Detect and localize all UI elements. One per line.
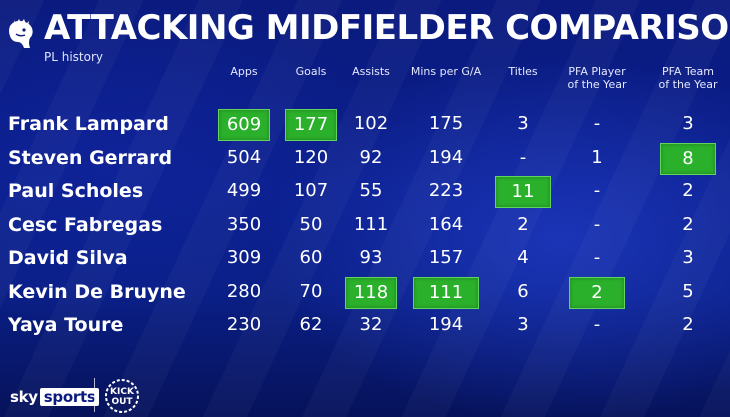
stat-cell: 230 xyxy=(226,314,262,335)
sky-sports-logo: sky sports xyxy=(10,388,100,406)
stat-cell: 2 xyxy=(682,213,694,235)
stat-cell: 499 xyxy=(226,180,262,201)
stat-cell: - xyxy=(593,247,601,268)
logo-text-top: KICK xyxy=(110,387,135,397)
column-header-4: Mins per G/A xyxy=(410,65,482,78)
stat-cell: 6 xyxy=(517,280,529,302)
sky-word: sky xyxy=(10,388,38,406)
stat-cell: 2 xyxy=(517,213,529,235)
player-name: David Silva xyxy=(8,247,128,269)
highlighted-stat-cell: 8 xyxy=(660,142,716,175)
highlighted-stat-cell: 177 xyxy=(285,109,337,141)
highlighted-stat-cell: 118 xyxy=(345,276,397,309)
stat-cell: 3 xyxy=(682,113,694,134)
table-row: David Silva 309 60 93 157 4 - 3 xyxy=(0,242,730,274)
stat-cell: 194 xyxy=(428,314,464,335)
table-row: Yaya Toure 230 62 32 194 3 - 2 xyxy=(0,309,730,341)
stat-cell: 4 xyxy=(517,247,529,268)
lion-crest-icon xyxy=(9,19,33,48)
stat-cell: 223 xyxy=(428,180,464,201)
table-row: Frank Lampard 609 177 102 175 3 - 3 xyxy=(0,108,730,141)
stat-cell: 50 xyxy=(299,213,323,235)
column-header-6: PFA Player of the Year xyxy=(567,65,627,91)
subtitle: PL history xyxy=(44,50,104,64)
footer-bar: sky sports KICK OUT xyxy=(0,372,730,417)
player-name: Yaya Toure xyxy=(8,314,124,336)
stat-cell: 70 xyxy=(299,280,323,302)
stat-cell: 157 xyxy=(428,247,464,268)
player-name: Cesc Fabregas xyxy=(8,213,163,236)
sports-word: sports xyxy=(39,388,100,406)
stat-cell: - xyxy=(519,146,527,168)
stat-cell: 32 xyxy=(359,314,383,335)
stat-cell: 175 xyxy=(428,113,464,134)
stat-cell: 309 xyxy=(226,247,262,268)
stat-cell: 107 xyxy=(293,180,329,201)
player-name: Frank Lampard xyxy=(8,113,169,135)
stat-cell: 194 xyxy=(428,146,464,168)
column-header-3: Assists xyxy=(352,65,390,78)
stat-cell: 1 xyxy=(591,146,603,168)
player-name: Steven Gerrard xyxy=(8,146,173,169)
highlighted-stat-cell: 11 xyxy=(495,176,551,208)
stat-cell: 3 xyxy=(682,247,694,268)
stat-cell: 504 xyxy=(226,146,262,168)
stat-cell: 3 xyxy=(517,314,529,335)
footer-divider xyxy=(94,378,95,412)
stat-cell: - xyxy=(593,314,601,335)
stat-cell: 62 xyxy=(299,314,323,335)
table-row: Cesc Fabregas 350 50 111 164 2 - 2 xyxy=(0,209,730,241)
stat-cell: 280 xyxy=(226,280,262,302)
column-header-1: Apps xyxy=(230,65,258,78)
stat-cell: 3 xyxy=(517,113,529,134)
stat-cell: 2 xyxy=(682,180,694,201)
table-row: Steven Gerrard 504 120 92 194 - 1 8 xyxy=(0,142,730,175)
stat-cell: 2 xyxy=(682,314,694,335)
stat-cell: 60 xyxy=(299,247,323,268)
player-name: Paul Scholes xyxy=(8,180,144,202)
kick-it-out-logo: KICK OUT xyxy=(105,379,139,413)
page-title: ATTACKING MIDFIELDER COMPARISON xyxy=(44,8,730,48)
stat-cell: - xyxy=(593,113,601,134)
highlighted-stat-cell: 111 xyxy=(413,276,479,309)
stat-cell: 92 xyxy=(359,146,383,168)
stat-cell: 350 xyxy=(226,213,262,235)
table-row: Paul Scholes 499 107 55 223 11 - 2 xyxy=(0,175,730,208)
stat-cell: 111 xyxy=(353,213,389,235)
column-header-7: PFA Team of the Year xyxy=(658,65,718,91)
column-header-2: Goals xyxy=(295,65,327,78)
logo-text-bottom: OUT xyxy=(111,397,133,407)
table-row: Kevin De Bruyne 280 70 118 111 6 2 5 xyxy=(0,276,730,309)
stat-cell: 55 xyxy=(359,180,383,201)
stat-cell: 5 xyxy=(682,280,694,302)
player-name: Kevin De Bruyne xyxy=(8,280,186,303)
column-header-5: Titles xyxy=(508,65,538,78)
stat-cell: 120 xyxy=(293,146,329,168)
highlighted-stat-cell: 609 xyxy=(218,109,270,141)
stat-cell: 102 xyxy=(353,113,389,134)
stat-cell: 164 xyxy=(428,213,464,235)
stat-cell: - xyxy=(593,180,601,201)
stat-cell: - xyxy=(593,213,601,235)
highlighted-stat-cell: 2 xyxy=(569,276,625,309)
stat-cell: 93 xyxy=(359,247,383,268)
